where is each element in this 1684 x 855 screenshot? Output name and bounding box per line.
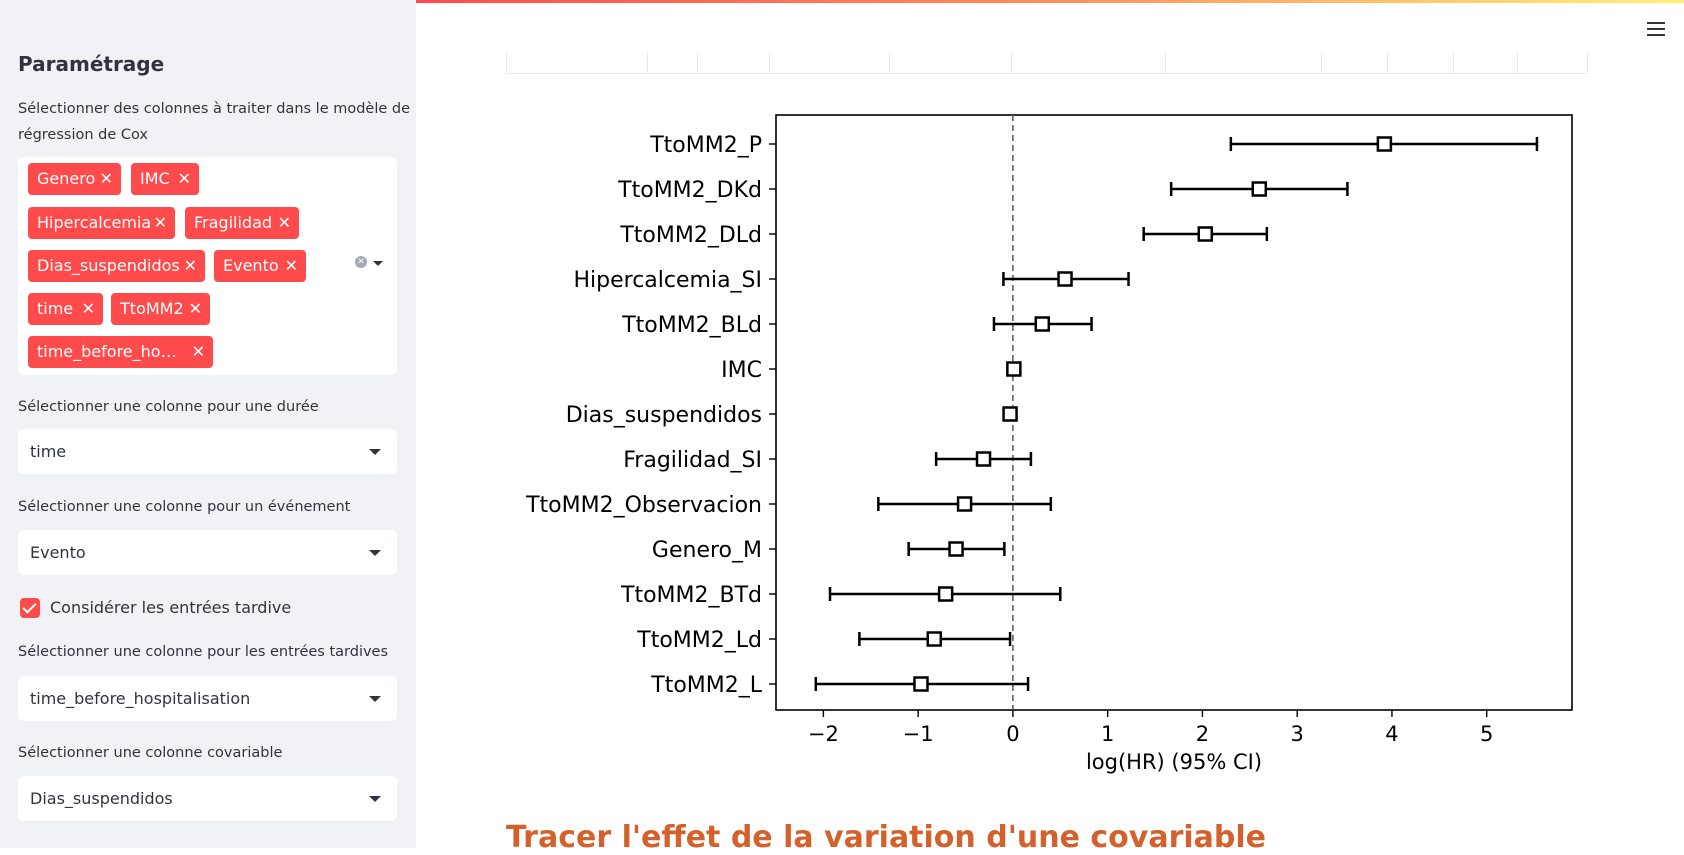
covariate-select[interactable]: Dias_suspendidos [18, 776, 397, 821]
x-tick-label: 1 [1101, 722, 1114, 746]
y-tick-label: TtoMM2_BLd [621, 313, 762, 338]
sidebar: Paramétrage Sélectionner des colonnes à … [0, 0, 416, 848]
tag-dias-suspendidos: Dias_suspendidos ✕ [28, 250, 205, 282]
close-icon[interactable]: ✕ [284, 256, 298, 275]
chevron-down-icon[interactable] [373, 261, 383, 266]
sidebar-title: Paramétrage [18, 52, 165, 76]
duration-label: Sélectionner une colonne pour une durée [18, 399, 319, 415]
estimate-marker [1057, 271, 1073, 287]
tag-label: TtoMM2 [120, 299, 184, 318]
hamburger-menu-icon[interactable] [1647, 22, 1665, 36]
forest-plot: TtoMM2_P TtoMM2_DKd TtoMM2_DLd Hipercalcemi… [525, 114, 1573, 774]
close-icon[interactable]: ✕ [99, 169, 113, 188]
y-tick-label: TtoMM2_P [649, 133, 762, 158]
tag-time: time ✕ [28, 293, 103, 325]
tag-label: Genero [37, 169, 96, 188]
y-tick-label: Genero_M [652, 538, 762, 563]
top-decoration-bar [416, 0, 1684, 3]
tag-label: Fragilidad [194, 213, 273, 232]
late-entry-checkbox-label[interactable]: Considérer les entrées tardive [50, 598, 292, 617]
estimate-marker [948, 541, 964, 557]
x-axis-label: log(HR) (95% CI) [1086, 750, 1262, 774]
tag-evento: Evento ✕ [214, 250, 306, 282]
chevron-down-icon [369, 550, 381, 556]
y-tick-label: Hipercalcemia_SI [573, 268, 762, 293]
chevron-down-icon [369, 696, 381, 702]
close-icon[interactable]: ✕ [153, 213, 167, 232]
close-icon[interactable]: ✕ [191, 342, 205, 361]
x-tick-label: 4 [1385, 722, 1398, 746]
chevron-down-icon [369, 449, 381, 455]
estimate-marker [1251, 181, 1268, 197]
estimate-marker [1197, 226, 1214, 242]
covariate-label: Sélectionner une colonne covariable [18, 745, 283, 761]
close-icon[interactable]: ✕ [188, 299, 202, 318]
x-tick-label: 0 [1006, 722, 1019, 746]
event-select-value: Evento [30, 543, 86, 562]
close-icon[interactable]: ✕ [277, 213, 291, 232]
columns-multiselect[interactable]: Genero ✕ IMC ✕ Hipercalcemia ✕ Fragilida… [18, 157, 397, 375]
tag-label: time [37, 299, 74, 318]
close-icon[interactable]: ✕ [177, 169, 191, 188]
y-tick-label: TtoMM2_L [650, 673, 762, 698]
y-tick-label: Fragilidad_SI [623, 448, 762, 473]
x-tick-label: 5 [1480, 722, 1493, 746]
event-label: Sélectionner une colonne pour un événeme… [18, 499, 351, 515]
tag-label: IMC [140, 169, 170, 188]
late-entry-select[interactable]: time_before_hospitalisation [18, 676, 397, 721]
estimate-marker [975, 451, 992, 467]
late-entry-select-value: time_before_hospitalisation [30, 689, 251, 708]
y-tick-label: TtoMM2_DLd [619, 223, 762, 248]
duration-select-value: time [30, 442, 67, 461]
chevron-down-icon [369, 796, 381, 802]
estimate-marker [913, 676, 929, 692]
multiselect-label: Sélectionner des colonnes à traiter dans… [18, 96, 410, 148]
event-select[interactable]: Evento [18, 530, 397, 575]
clear-icon[interactable]: ✕ [355, 256, 367, 268]
dataframe-table-bottom[interactable] [506, 52, 1588, 74]
late-entry-label: Sélectionner une colonne pour les entrée… [18, 644, 389, 660]
y-tick-label: TtoMM2_BTd [620, 583, 762, 608]
estimate-marker [956, 496, 973, 512]
plot-frame [775, 114, 1573, 711]
x-tick-label: 3 [1291, 722, 1304, 746]
multiselect-label-line-1: Sélectionner des colonnes à traiter dans… [18, 101, 411, 117]
close-icon[interactable]: ✕ [81, 299, 95, 318]
y-tick-label: TtoMM2_DKd [617, 178, 762, 203]
y-tick-label: TtoMM2_Observacion [525, 493, 762, 518]
tag-label: Hipercalcemia [37, 213, 152, 232]
estimate-marker [937, 586, 954, 602]
tag-fragilidad: Fragilidad ✕ [185, 207, 299, 239]
tag-genero: Genero ✕ [28, 163, 121, 195]
section-heading: Tracer l'effet de la variation d'une cov… [506, 820, 1267, 855]
x-tick-label: 2 [1196, 722, 1209, 746]
covariate-select-value: Dias_suspendidos [30, 789, 173, 808]
estimate-marker [1006, 361, 1022, 377]
tag-imc: IMC ✕ [131, 163, 199, 195]
tag-time-before-hospitalisation: time_before_ho… ✕ [28, 336, 213, 368]
y-tick-label: Dias_suspendidos [566, 403, 762, 428]
estimate-marker [926, 631, 943, 647]
tag-label: time_before_ho… [37, 342, 177, 361]
estimate-marker [1376, 136, 1393, 152]
estimate-marker [1002, 406, 1018, 422]
duration-select[interactable]: time [18, 429, 397, 474]
y-tick-label: IMC [721, 358, 762, 383]
tag-ttomm2: TtoMM2 ✕ [111, 293, 210, 325]
late-entry-checkbox[interactable] [20, 598, 40, 618]
x-tick-label: −1 [903, 722, 934, 746]
tag-hipercalcemia: Hipercalcemia ✕ [28, 207, 175, 239]
tag-label: Dias_suspendidos [37, 256, 180, 275]
multiselect-label-line-2: régression de Cox [18, 127, 149, 143]
x-tick-label: −2 [808, 722, 839, 746]
y-tick-label: TtoMM2_Ld [636, 628, 762, 653]
close-icon[interactable]: ✕ [183, 256, 197, 275]
estimate-marker [1034, 316, 1051, 332]
tag-label: Evento [223, 256, 279, 275]
